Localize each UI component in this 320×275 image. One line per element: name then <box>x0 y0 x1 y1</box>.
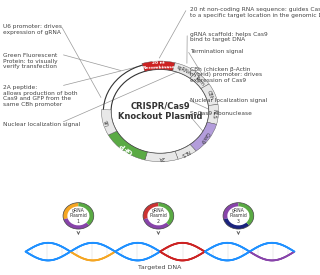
Circle shape <box>223 203 254 229</box>
Text: 2A: 2A <box>158 155 165 160</box>
Text: U6 promoter: drives
expression of gRNA: U6 promoter: drives expression of gRNA <box>3 24 62 35</box>
Wedge shape <box>173 63 196 78</box>
Wedge shape <box>223 203 238 219</box>
Text: U6: U6 <box>104 118 111 126</box>
Wedge shape <box>145 152 178 162</box>
Text: GFP: GFP <box>118 140 134 155</box>
Circle shape <box>111 69 209 153</box>
Wedge shape <box>207 104 219 124</box>
Text: gRNA
Plasmid
2: gRNA Plasmid 2 <box>149 208 167 224</box>
Text: Termination signal: Termination signal <box>190 49 244 54</box>
Text: sgRNA: sgRNA <box>176 64 192 76</box>
Text: CRISPR/Cas9
Knockout Plasmid: CRISPR/Cas9 Knockout Plasmid <box>118 102 202 121</box>
Wedge shape <box>190 72 209 89</box>
Wedge shape <box>63 203 78 219</box>
Wedge shape <box>158 203 174 225</box>
Text: Nuclear localization signal: Nuclear localization signal <box>3 122 80 126</box>
Wedge shape <box>143 203 158 219</box>
Text: Targeted DNA: Targeted DNA <box>138 265 182 270</box>
Wedge shape <box>78 203 94 225</box>
Text: Term: Term <box>194 74 205 86</box>
Text: gRNA
Plasmid
1: gRNA Plasmid 1 <box>69 208 87 224</box>
Circle shape <box>63 203 94 229</box>
Circle shape <box>143 203 174 229</box>
Text: 20 nt
Recombinase: 20 nt Recombinase <box>142 60 175 70</box>
Wedge shape <box>108 131 147 160</box>
Text: Green Fluorescent
Protein: to visually
verify transfection: Green Fluorescent Protein: to visually v… <box>3 53 58 69</box>
Wedge shape <box>142 61 175 71</box>
Text: gRNA
Plasmid
3: gRNA Plasmid 3 <box>229 208 247 224</box>
Wedge shape <box>190 122 217 151</box>
Wedge shape <box>64 218 89 229</box>
Wedge shape <box>144 218 169 229</box>
Text: CBh: CBh <box>206 90 214 101</box>
Text: 20 nt non-coding RNA sequence: guides Cas9
to a specific target location in the : 20 nt non-coding RNA sequence: guides Ca… <box>190 7 320 18</box>
Wedge shape <box>201 84 218 106</box>
Text: NLS: NLS <box>211 109 216 119</box>
Text: Cas9: Cas9 <box>199 130 211 144</box>
Text: gRNA scaffold: helps Cas9
bind to target DNA: gRNA scaffold: helps Cas9 bind to target… <box>190 32 268 42</box>
Text: Nuclear localization signal: Nuclear localization signal <box>190 98 268 103</box>
Wedge shape <box>224 218 249 229</box>
Text: CBh (chicken β-Actin
hybrid) promoter: drives
expression of Cas9: CBh (chicken β-Actin hybrid) promoter: d… <box>190 67 262 83</box>
Text: 2A peptide:
allows production of both
Cas9 and GFP from the
same CBh promoter: 2A peptide: allows production of both Ca… <box>3 85 78 107</box>
Wedge shape <box>101 110 117 135</box>
Wedge shape <box>175 145 196 159</box>
Text: SpCas9 ribonuclease: SpCas9 ribonuclease <box>190 111 252 116</box>
Wedge shape <box>238 203 254 225</box>
Text: NLS: NLS <box>180 148 191 157</box>
